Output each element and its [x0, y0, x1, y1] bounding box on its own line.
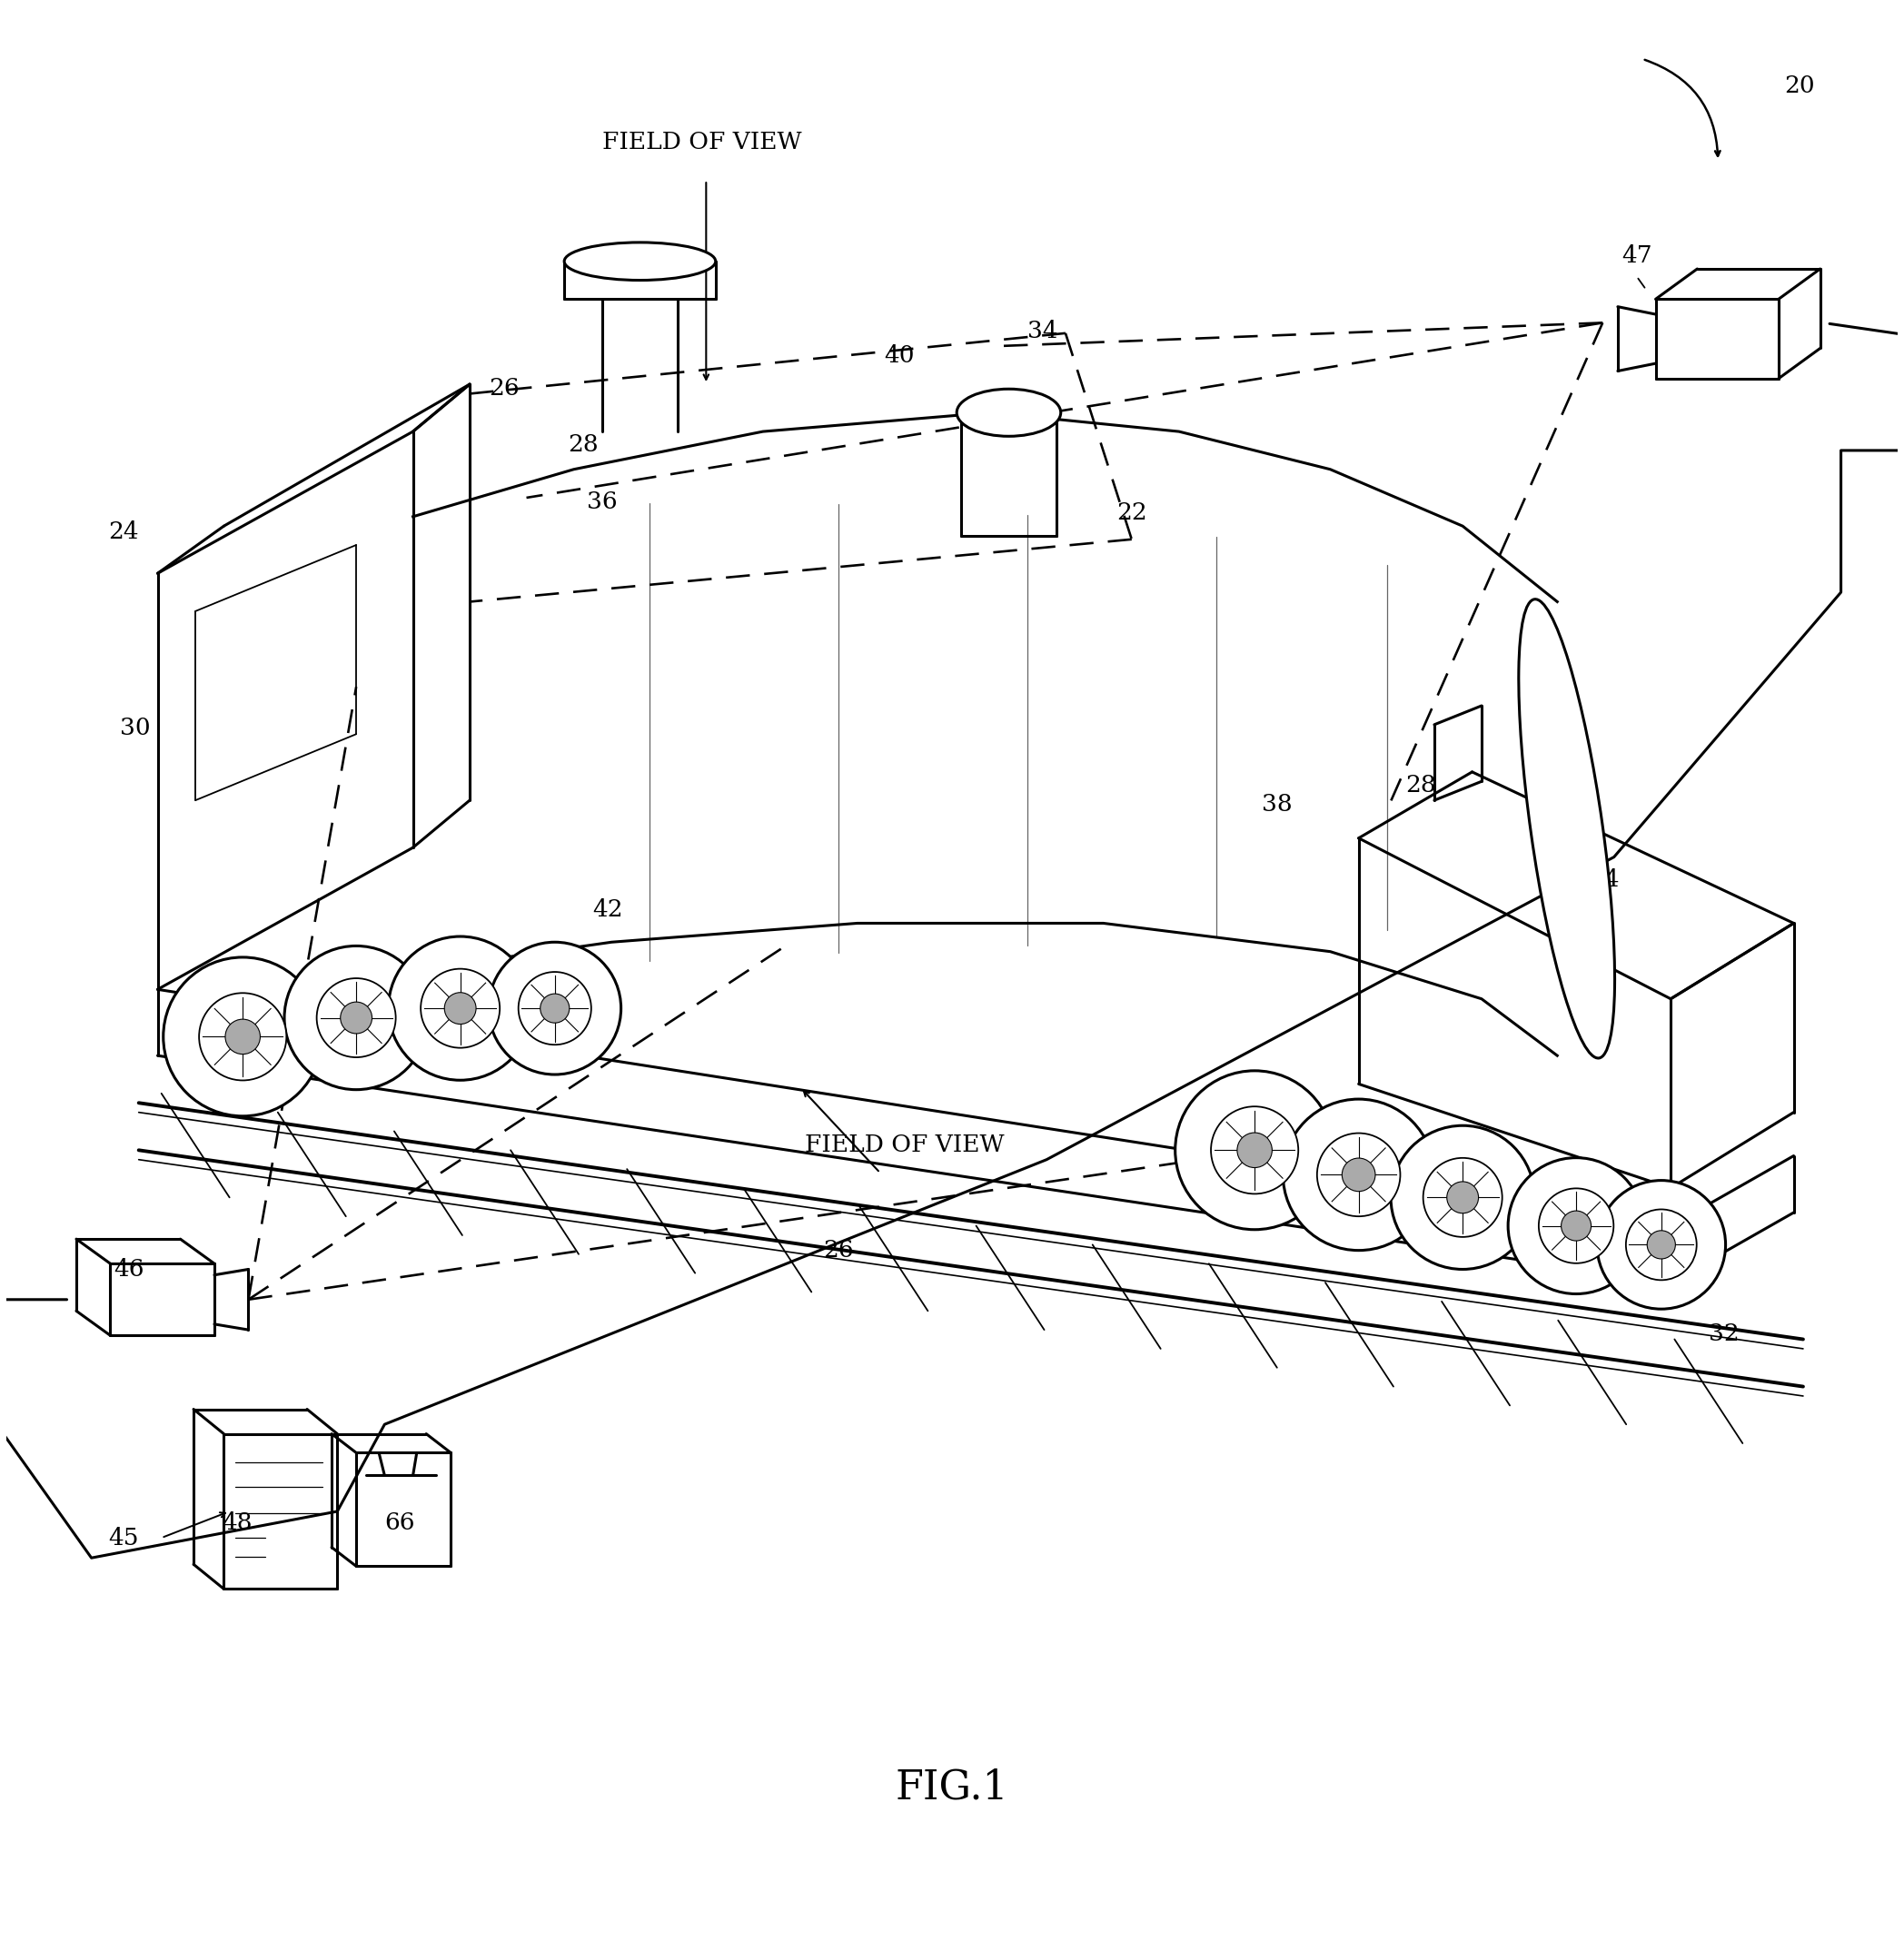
- Circle shape: [421, 969, 499, 1048]
- Circle shape: [541, 994, 569, 1023]
- Text: 22: 22: [1116, 501, 1146, 524]
- Circle shape: [489, 941, 621, 1075]
- Text: 20: 20: [1784, 74, 1815, 97]
- Circle shape: [1318, 1134, 1399, 1217]
- Circle shape: [1538, 1188, 1613, 1264]
- Circle shape: [1422, 1159, 1502, 1236]
- Text: 40: 40: [883, 344, 914, 367]
- Text: 46: 46: [114, 1258, 145, 1281]
- Circle shape: [225, 1019, 261, 1054]
- Circle shape: [388, 936, 531, 1081]
- Text: 24: 24: [1590, 868, 1620, 891]
- Ellipse shape: [564, 243, 716, 280]
- Text: FIELD OF VIEW: FIELD OF VIEW: [602, 130, 802, 153]
- Circle shape: [1626, 1209, 1696, 1279]
- Circle shape: [518, 972, 592, 1044]
- Text: 34: 34: [1028, 320, 1059, 344]
- Circle shape: [1561, 1211, 1592, 1240]
- Ellipse shape: [956, 388, 1061, 437]
- Text: 28: 28: [567, 433, 598, 456]
- Circle shape: [1211, 1106, 1299, 1194]
- Text: 28: 28: [1405, 774, 1436, 796]
- Circle shape: [1447, 1182, 1479, 1213]
- Circle shape: [1597, 1180, 1725, 1308]
- Circle shape: [284, 945, 428, 1089]
- Circle shape: [164, 957, 322, 1116]
- Text: 26: 26: [823, 1238, 853, 1262]
- Circle shape: [1508, 1157, 1645, 1295]
- Text: 45: 45: [109, 1526, 139, 1549]
- Circle shape: [316, 978, 396, 1058]
- Text: 48: 48: [223, 1512, 251, 1533]
- Text: 30: 30: [120, 716, 150, 740]
- Text: FIELD OF VIEW: FIELD OF VIEW: [805, 1134, 1005, 1155]
- Text: 36: 36: [586, 491, 617, 512]
- Text: 47: 47: [1622, 245, 1653, 268]
- Text: 66: 66: [385, 1512, 415, 1533]
- Circle shape: [1342, 1159, 1375, 1192]
- Text: 26: 26: [489, 377, 520, 400]
- Text: 32: 32: [1708, 1322, 1738, 1345]
- Text: 38: 38: [1262, 792, 1293, 815]
- Text: 30: 30: [1386, 1221, 1417, 1242]
- Text: 42: 42: [592, 899, 623, 922]
- Circle shape: [1238, 1134, 1272, 1168]
- Circle shape: [1175, 1071, 1335, 1229]
- Text: 24: 24: [109, 520, 139, 543]
- Ellipse shape: [1519, 600, 1615, 1058]
- Circle shape: [444, 992, 476, 1025]
- Circle shape: [1283, 1099, 1434, 1250]
- Circle shape: [1390, 1126, 1535, 1269]
- Text: FIG.1: FIG.1: [895, 1768, 1009, 1807]
- Circle shape: [1647, 1231, 1676, 1260]
- Circle shape: [341, 1002, 371, 1035]
- Circle shape: [200, 994, 286, 1081]
